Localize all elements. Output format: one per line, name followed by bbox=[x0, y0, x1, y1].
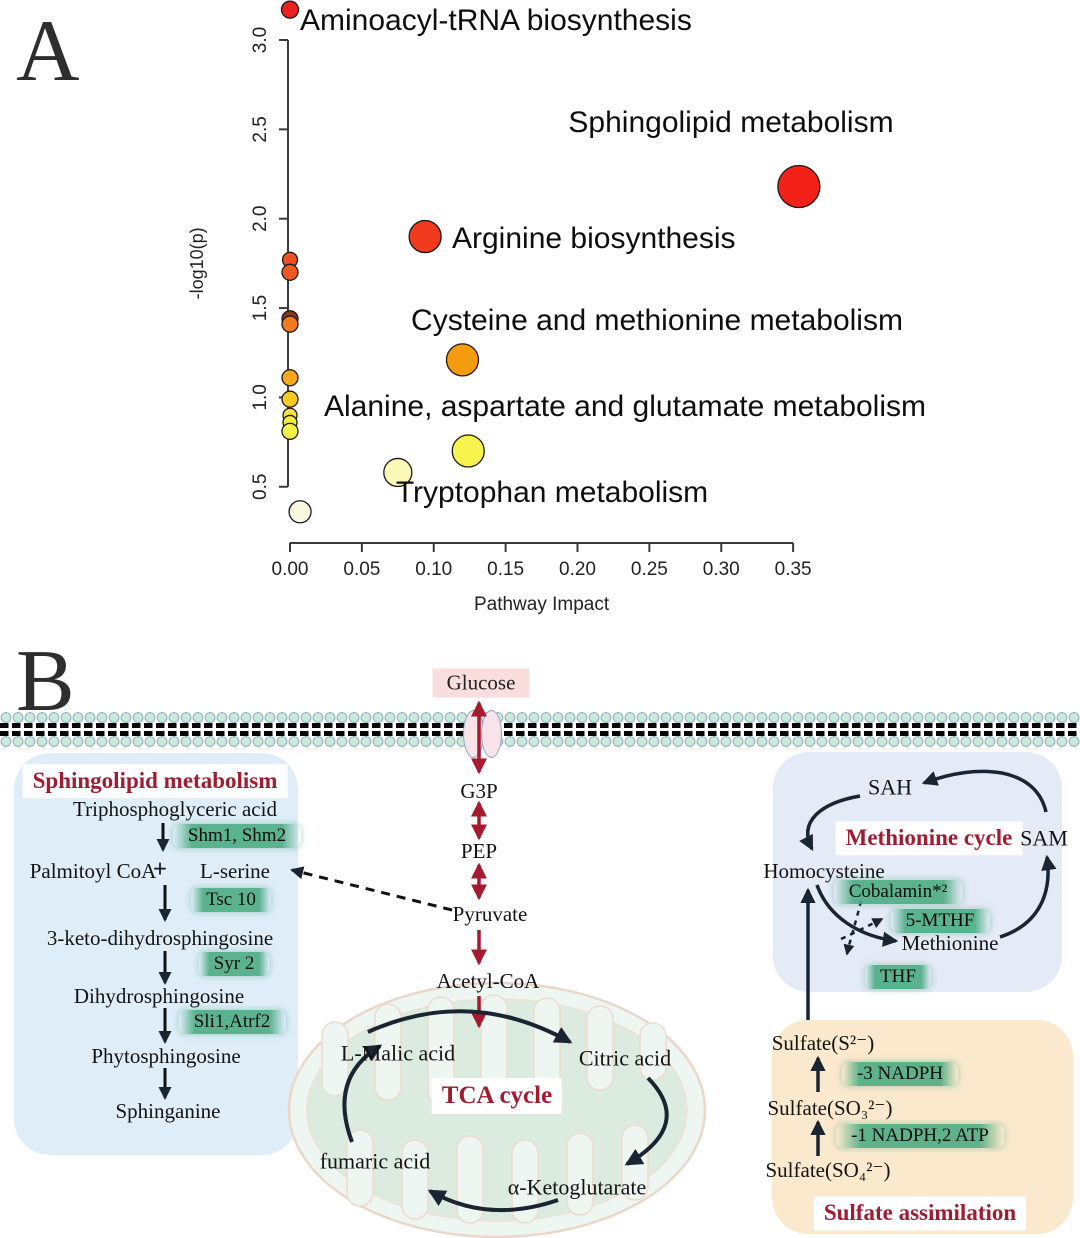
dihydrosphingosine-label: Dihydrosphingosine bbox=[73, 983, 245, 1008]
pep-label: PEP bbox=[460, 838, 498, 863]
tca-title: TCA cycle bbox=[431, 1078, 563, 1114]
sam-label: SAM bbox=[1020, 825, 1068, 851]
syr2-enzyme-label: Syr 2 bbox=[198, 952, 270, 976]
pathway-impact-plot: 0.5 1.0 1.5 2.0 2.5 3.0 -log10(p) 0.00 0.05 0.10 0… bbox=[187, 0, 926, 615]
pathway-bubble bbox=[281, 263, 299, 281]
cobalamin-label: Cobalamin*² bbox=[833, 880, 963, 904]
sulfate-assimilation-title: Sulfate assimilation bbox=[813, 1196, 1027, 1230]
y-tick-label: 3.0 bbox=[250, 27, 271, 53]
pathway-annotation: Tryptophan metabolism bbox=[396, 476, 708, 509]
bubble-chart-svg: 0.5 1.0 1.5 2.0 2.5 3.0 -log10(p) 0.00 0.05 0.10 0… bbox=[187, 0, 926, 615]
pathway-bubble bbox=[445, 343, 480, 377]
x-tick-label: 0.25 bbox=[631, 559, 668, 580]
y-axis-title: -log10(p) bbox=[187, 227, 207, 299]
pathway-bubble bbox=[408, 219, 442, 254]
x-tick-label: 0.05 bbox=[343, 559, 380, 580]
pathway-bubble bbox=[281, 315, 299, 333]
y-tick-label: 1.0 bbox=[250, 384, 271, 410]
x-tick-label: 0.30 bbox=[703, 559, 740, 580]
x-tick-label: 0.20 bbox=[559, 559, 596, 580]
pathway-bubble bbox=[383, 457, 413, 488]
citric-acid-label: Citric acid bbox=[578, 1045, 672, 1071]
x-tick-label: 0.15 bbox=[487, 559, 524, 580]
sulfide-label: Sulfate(S²⁻) bbox=[771, 1030, 875, 1055]
pathway-annotation: Arginine biosynthesis bbox=[452, 222, 736, 255]
pathway-bubble bbox=[281, 390, 299, 408]
cell-membrane bbox=[0, 712, 1080, 747]
acetyl-coa-label: Acetyl-CoA bbox=[436, 968, 540, 993]
y-tick-label: 0.5 bbox=[250, 474, 271, 500]
sulfite-label: Sulfate(SO₃²⁻) bbox=[767, 1095, 893, 1120]
y-tick-label: 2.0 bbox=[250, 205, 271, 231]
x-tick-label: 0.00 bbox=[272, 559, 309, 580]
x-tick-label: 0.10 bbox=[415, 559, 452, 580]
sphingolipid-title: Sphingolipid metabolism bbox=[22, 764, 288, 798]
glucose-transporter bbox=[481, 710, 502, 758]
pathway-bubble bbox=[281, 369, 299, 387]
sah-label: SAH bbox=[867, 774, 913, 800]
keto-dihydrosphingosine-label: 3-keto-dihydrosphingosine bbox=[46, 925, 274, 950]
glucose-label: Glucose bbox=[432, 668, 530, 698]
membrane-outer-leaflet bbox=[0, 712, 1080, 723]
mthf-label: 5-MTHF bbox=[890, 909, 990, 933]
pathway-annotation: Sphingolipid metabolism bbox=[568, 106, 893, 139]
thf-label: THF bbox=[865, 965, 931, 989]
pyruvate-label: Pyruvate bbox=[452, 901, 528, 926]
pathway-annotation: Cysteine and methionine metabolism bbox=[411, 304, 903, 337]
l-serine-label: L-serine bbox=[200, 858, 270, 883]
tsc10-enzyme-label: Tsc 10 bbox=[191, 888, 271, 912]
panel-a-letter: A bbox=[16, 3, 80, 100]
x-axis-title: Pathway Impact bbox=[474, 594, 610, 615]
pathway-bubble bbox=[280, 0, 300, 19]
pathway-annotation: Alanine, aspartate and glutamate metabol… bbox=[324, 390, 926, 423]
x-tick-label: 0.35 bbox=[775, 559, 812, 580]
pathway-bubble bbox=[288, 500, 312, 524]
membrane-tails bbox=[0, 723, 1080, 736]
pathway-bubble bbox=[451, 434, 485, 468]
sphinganine-label: Sphinganine bbox=[115, 1098, 221, 1123]
methionine-label: Methionine bbox=[901, 930, 999, 955]
pathway-bubble bbox=[281, 422, 299, 441]
y-tick-label: 1.5 bbox=[250, 295, 271, 321]
methionine-cycle-title: Methionine cycle bbox=[835, 821, 1023, 855]
pyruvate-serine-dashed-arrow bbox=[290, 866, 453, 912]
y-tick-label: 2.5 bbox=[250, 116, 271, 142]
palmitoyl-coa-label: Palmitoyl CoA bbox=[29, 858, 157, 883]
g3p-label: G3P bbox=[460, 778, 498, 803]
sli1-atrf2-enzyme-label: Sli1,Atrf2 bbox=[178, 1010, 286, 1034]
nadph3-label: -3 NADPH bbox=[841, 1062, 959, 1086]
ketoglutarate-label: α-Ketoglutarate bbox=[507, 1174, 647, 1200]
sulfate-label: Sulfate(SO₄²⁻) bbox=[765, 1157, 891, 1182]
panel-b-letter: B bbox=[16, 633, 75, 730]
l-malic-acid-label: L-Malic acid bbox=[340, 1040, 456, 1066]
fumaric-acid-label: fumaric acid bbox=[319, 1148, 431, 1174]
nadph1-atp-label: -1 NADPH,2 ATP bbox=[836, 1124, 1004, 1148]
pathway-bubble bbox=[777, 164, 821, 209]
pathway-annotation: Aminoacyl-tRNA biosynthesis bbox=[300, 4, 692, 37]
homocysteine-label: Homocysteine bbox=[763, 858, 885, 883]
membrane-inner-leaflet bbox=[0, 736, 1080, 747]
triphosphoglyceric-label: Triphosphoglyceric acid bbox=[73, 796, 277, 821]
phytosphingosine-label: Phytosphingosine bbox=[91, 1043, 241, 1068]
plus-sign: + bbox=[152, 856, 168, 883]
shm-enzyme-label: Shm1, Shm2 bbox=[172, 824, 302, 848]
